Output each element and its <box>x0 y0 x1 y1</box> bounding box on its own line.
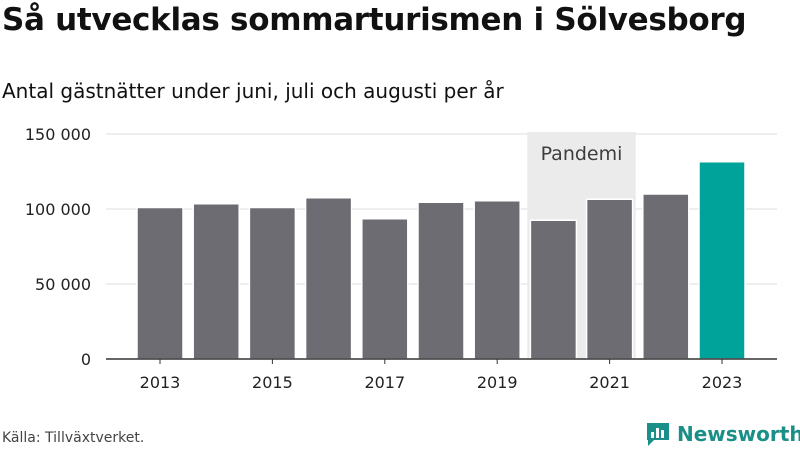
x-tick-label: 2015 <box>252 373 293 392</box>
x-tick-label: 2017 <box>364 373 405 392</box>
newsworthy-logo-icon <box>647 423 669 446</box>
y-tick-label: 150 000 <box>25 125 91 144</box>
bar-2018 <box>417 201 465 360</box>
y-tick-label: 100 000 <box>25 200 91 219</box>
bar-2016 <box>304 197 353 360</box>
x-tick-label: 2019 <box>477 373 518 392</box>
bar-2013 <box>136 206 184 360</box>
pandemic-label: Pandemi <box>541 143 623 165</box>
source-note: Källa: Tillväxtverket. <box>2 430 145 446</box>
y-tick-label: 0 <box>81 350 91 369</box>
bar-2015 <box>248 206 297 360</box>
bar-2020 <box>529 219 578 360</box>
x-tick-label: 2013 <box>140 373 181 392</box>
chart-subtitle: Antal gästnätter under juni, juli och au… <box>2 79 504 103</box>
brand-name: Newsworthy <box>677 422 800 446</box>
bar-2021 <box>585 198 634 360</box>
y-tick-label: 50 000 <box>35 275 91 294</box>
brand-logo: Newsworthy <box>645 421 800 447</box>
bar-2019 <box>473 200 521 360</box>
bar-2014 <box>192 203 240 360</box>
bar-2022 <box>642 193 690 360</box>
bar-2023 <box>698 161 746 360</box>
x-tick-label: 2023 <box>702 373 743 392</box>
bar-2017 <box>361 218 409 360</box>
x-tick-label: 2021 <box>589 373 630 392</box>
chart-title: Så utvecklas sommarturismen i Sölvesborg <box>2 2 747 38</box>
